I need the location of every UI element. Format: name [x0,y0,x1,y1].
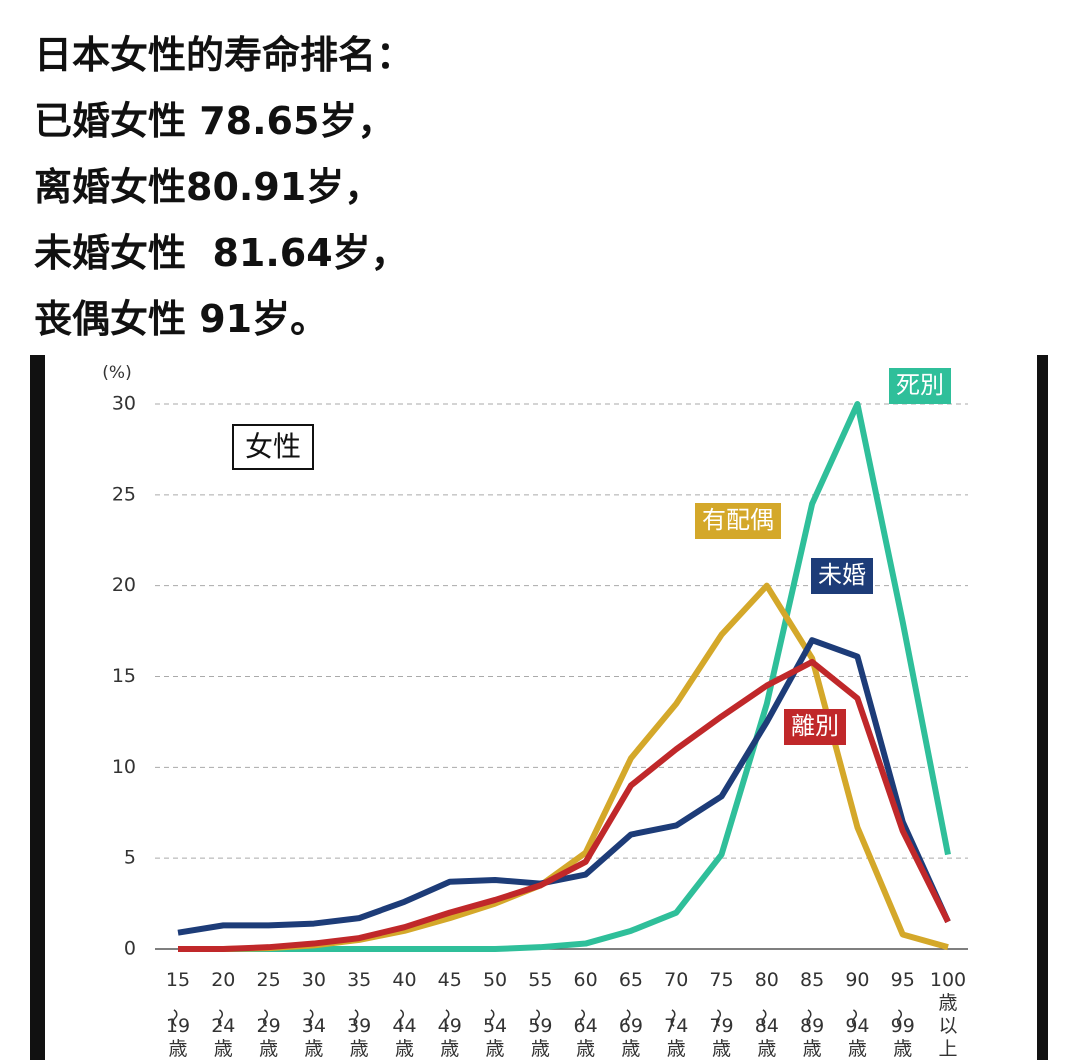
x-tick-label: 95 ～99 歳 [888,969,915,1060]
x-tick-label: 25 ～29 歳 [254,969,281,1060]
header-line: 已婚女性 78.65岁， [34,99,396,143]
series-label: 有配偶 [702,506,774,534]
frame-right [1037,355,1048,1060]
x-tick-label: 70 ～74 歳 [662,969,689,1060]
series-label: 未婚 [818,561,866,589]
header-line: 丧偶女性 91岁。 [34,297,329,341]
y-tick-label: 20 [112,574,136,596]
y-axis-label: (%) [102,363,131,383]
x-tick-label: 35 ～39 歳 [345,969,372,1060]
series-label-box [889,368,951,404]
series-line [178,658,951,952]
x-tick-label: 60 ～64 歳 [571,969,598,1060]
series-label-box [695,503,781,539]
series-label: 離別 [791,712,839,740]
y-tick-label: 25 [112,483,136,505]
header-line: 离婚女性80.91岁， [34,165,383,209]
header-line: 未婚女性 81.64岁， [34,231,409,275]
series-line [178,401,951,952]
x-tick-label: 30 ～34 歳 [299,969,326,1060]
x-tick-label: 85 ～89 歳 [798,969,825,1060]
x-tick-label: 55 ～59 歳 [526,969,553,1060]
x-tick-label: 45 ～49 歳 [435,969,462,1060]
y-tick-label: 0 [124,938,136,960]
frame-left [30,355,45,1060]
x-tick-label: 40 ～44 歳 [390,969,417,1060]
x-tick-label: 15 ～19 歳 [163,969,190,1060]
x-tick-label: 50 ～54 歳 [481,969,508,1060]
series-label-box [811,558,873,594]
header: 日本女性的寿命排名： 已婚女性 78.65岁， 离婚女性80.91岁， 未婚女性… [34,22,414,352]
series-label-box [784,709,846,745]
y-tick-label: 10 [112,756,136,778]
x-tick-label: 80 ～84 歳 [752,969,779,1060]
y-tick-label: 15 [112,665,136,687]
series-line [177,637,951,936]
header-line: 日本女性的寿命排名： [34,33,415,77]
y-tick-label: 5 [124,847,136,869]
x-tick-label: 20 ～24 歳 [209,969,236,1060]
x-tick-label: 75 ～79 歳 [707,969,734,1060]
x-tick-label: 100 歳以上 [930,969,966,1060]
annotation: 女性 [245,430,301,463]
x-tick-label: 65 ～69 歳 [616,969,643,1060]
series-label: 死別 [896,371,944,399]
y-tick-label: 30 [112,393,136,415]
annotation-box [232,424,314,470]
x-tick-label: 90 ～94 歳 [843,969,870,1060]
